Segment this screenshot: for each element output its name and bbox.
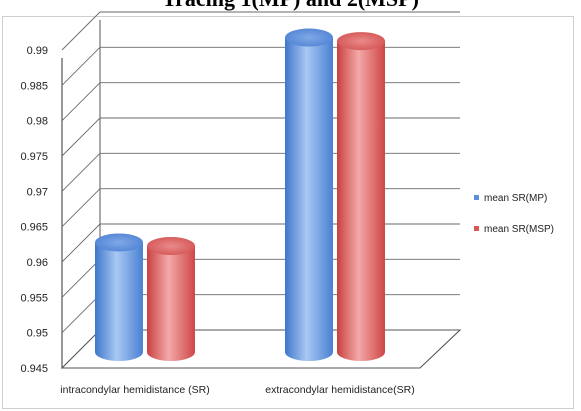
gridline (61, 188, 460, 227)
bar-top (285, 28, 333, 47)
bar-mp-1 (285, 28, 333, 361)
x-category-label: intracondylar hemidistance (SR) (60, 384, 209, 396)
bar-top (337, 32, 385, 51)
bar-base (147, 343, 195, 361)
bar-body (285, 37, 333, 353)
y-tick-label: 0.99 (27, 45, 48, 57)
y-tick-label: 0.95 (27, 328, 48, 340)
bar-msp-1 (337, 32, 385, 361)
gridline (61, 11, 460, 51)
y-axis-ticks: 0.945 0.95 0.955 0.96 0.965 0.97 0.975 0.98 0.98… (20, 45, 48, 375)
bar-body (147, 246, 195, 352)
gridline (61, 82, 460, 121)
gridline (61, 117, 460, 157)
legend-swatch (474, 195, 479, 200)
gridline (61, 46, 460, 86)
legend-label: mean SR(MSP) (484, 224, 554, 235)
bar-mp-0 (95, 233, 143, 361)
bars-layer (95, 28, 385, 361)
legend-swatch (474, 226, 479, 231)
y-tick-label: 0.98 (27, 116, 48, 128)
y-tick-label: 0.96 (27, 257, 48, 269)
bar-body (337, 41, 385, 353)
x-category-label: extracondylar hemidistance(SR) (265, 384, 414, 396)
bar-base (95, 343, 143, 361)
bar-top (147, 237, 195, 255)
bar-base (337, 343, 385, 361)
y-tick-label: 0.945 (20, 363, 48, 375)
legend-label: mean SR(MP) (484, 193, 547, 204)
chart-title: Tracing 1(MP) and 2(MSP) (0, 0, 581, 12)
bar-msp-0 (147, 237, 195, 361)
bar-base (285, 343, 333, 361)
bar-body (95, 242, 143, 352)
gridline (61, 152, 460, 192)
y-tick-label: 0.965 (20, 222, 48, 234)
y-tick-label: 0.975 (20, 151, 48, 163)
legend: mean SR(MP) mean SR(MSP) (474, 193, 554, 235)
y-tick-label: 0.97 (27, 186, 48, 198)
y-tick-label: 0.985 (20, 80, 48, 92)
y-tick-label: 0.955 (20, 292, 48, 304)
x-axis-categories: intracondylar hemidistance (SR) extracond… (60, 384, 414, 396)
floor-plane (60, 329, 462, 369)
bar-top (95, 233, 143, 252)
